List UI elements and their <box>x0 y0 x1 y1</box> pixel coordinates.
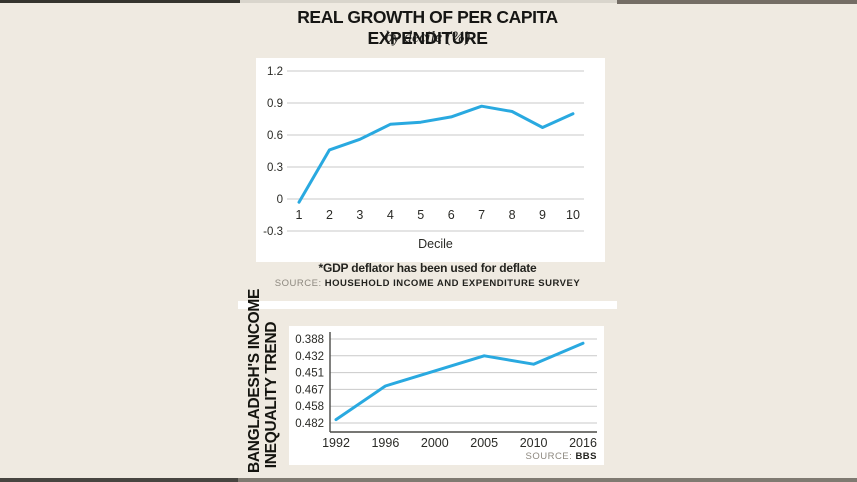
svg-text:2000: 2000 <box>421 436 449 450</box>
source-name: HOUSEHOLD INCOME AND EXPENDITURE SURVEY <box>324 278 581 289</box>
svg-text:2: 2 <box>326 208 333 222</box>
income-inequality-chart: 0.388 0.432 0.451 0.467 0.458 0.482 1992 1996 20… <box>289 326 604 465</box>
chart-title: REAL GROWTH OF PER CAPITA EXPENDITURE <box>297 7 558 48</box>
source-line: SOURCE: BBS <box>526 451 598 462</box>
page-edge-strip <box>617 0 857 4</box>
svg-text:1996: 1996 <box>371 436 399 450</box>
source-line: SOURCE: HOUSEHOLD INCOME AND EXPENDITURE… <box>238 278 617 289</box>
svg-text:0.458: 0.458 <box>295 401 324 413</box>
svg-text:5: 5 <box>417 208 424 222</box>
svg-text:10: 10 <box>566 208 580 222</box>
chart-footnote: *GDP deflator has been used for deflate <box>318 261 537 275</box>
per-capita-growth-chart: 1.2 0.9 0.6 0.3 0 -0.3 1 2 3 4 5 6 7 8 9 10 Decile <box>256 58 605 262</box>
page-edge-strip <box>238 478 857 482</box>
inequality-chart-title-line2: INEQUALITY TREND <box>263 321 280 469</box>
svg-text:0.3: 0.3 <box>267 162 283 174</box>
per-capita-growth-line-chart-svg: 1.2 0.9 0.6 0.3 0 -0.3 1 2 3 4 5 6 7 8 9 10 Decile <box>263 66 584 251</box>
svg-text:0.432: 0.432 <box>295 351 324 363</box>
chart-subtitle: by decile (%) <box>384 29 471 46</box>
infographic-card: REAL GROWTH OF PER CAPITA EXPENDITURE by… <box>238 3 617 478</box>
svg-text:4: 4 <box>387 208 394 222</box>
svg-text:2016: 2016 <box>569 436 597 450</box>
svg-text:0.388: 0.388 <box>295 334 324 346</box>
svg-text:0.451: 0.451 <box>295 368 324 380</box>
source-label: SOURCE: <box>274 278 322 289</box>
source-label: SOURCE: <box>525 451 573 462</box>
svg-text:3: 3 <box>356 208 363 222</box>
svg-text:2010: 2010 <box>520 436 548 450</box>
section-divider <box>238 301 617 309</box>
inequality-chart-title: BANGLADESH'S INCOME INEQUALITY TREND <box>246 289 282 473</box>
page-edge-strip <box>0 478 238 482</box>
svg-text:1: 1 <box>296 208 303 222</box>
svg-text:-0.3: -0.3 <box>263 226 283 238</box>
source-name: BBS <box>575 451 597 462</box>
svg-text:8: 8 <box>509 208 516 222</box>
svg-text:0.6: 0.6 <box>267 130 283 142</box>
svg-text:0.467: 0.467 <box>295 384 324 396</box>
svg-text:0: 0 <box>277 194 283 206</box>
svg-text:1992: 1992 <box>322 436 350 450</box>
page-edge-strip <box>0 0 240 3</box>
svg-text:0.482: 0.482 <box>295 418 324 430</box>
svg-text:6: 6 <box>448 208 455 222</box>
svg-text:7: 7 <box>478 208 485 222</box>
inequality-chart-title-line1: BANGLADESH'S INCOME <box>246 289 263 473</box>
income-inequality-line-chart-svg: 0.388 0.432 0.451 0.467 0.458 0.482 1992 1996 20… <box>295 332 597 450</box>
svg-text:0.9: 0.9 <box>267 98 283 110</box>
svg-text:2005: 2005 <box>470 436 498 450</box>
svg-text:9: 9 <box>539 208 546 222</box>
svg-text:Decile: Decile <box>418 237 453 251</box>
page-edge-strip <box>240 0 617 3</box>
svg-text:1.2: 1.2 <box>267 66 283 78</box>
